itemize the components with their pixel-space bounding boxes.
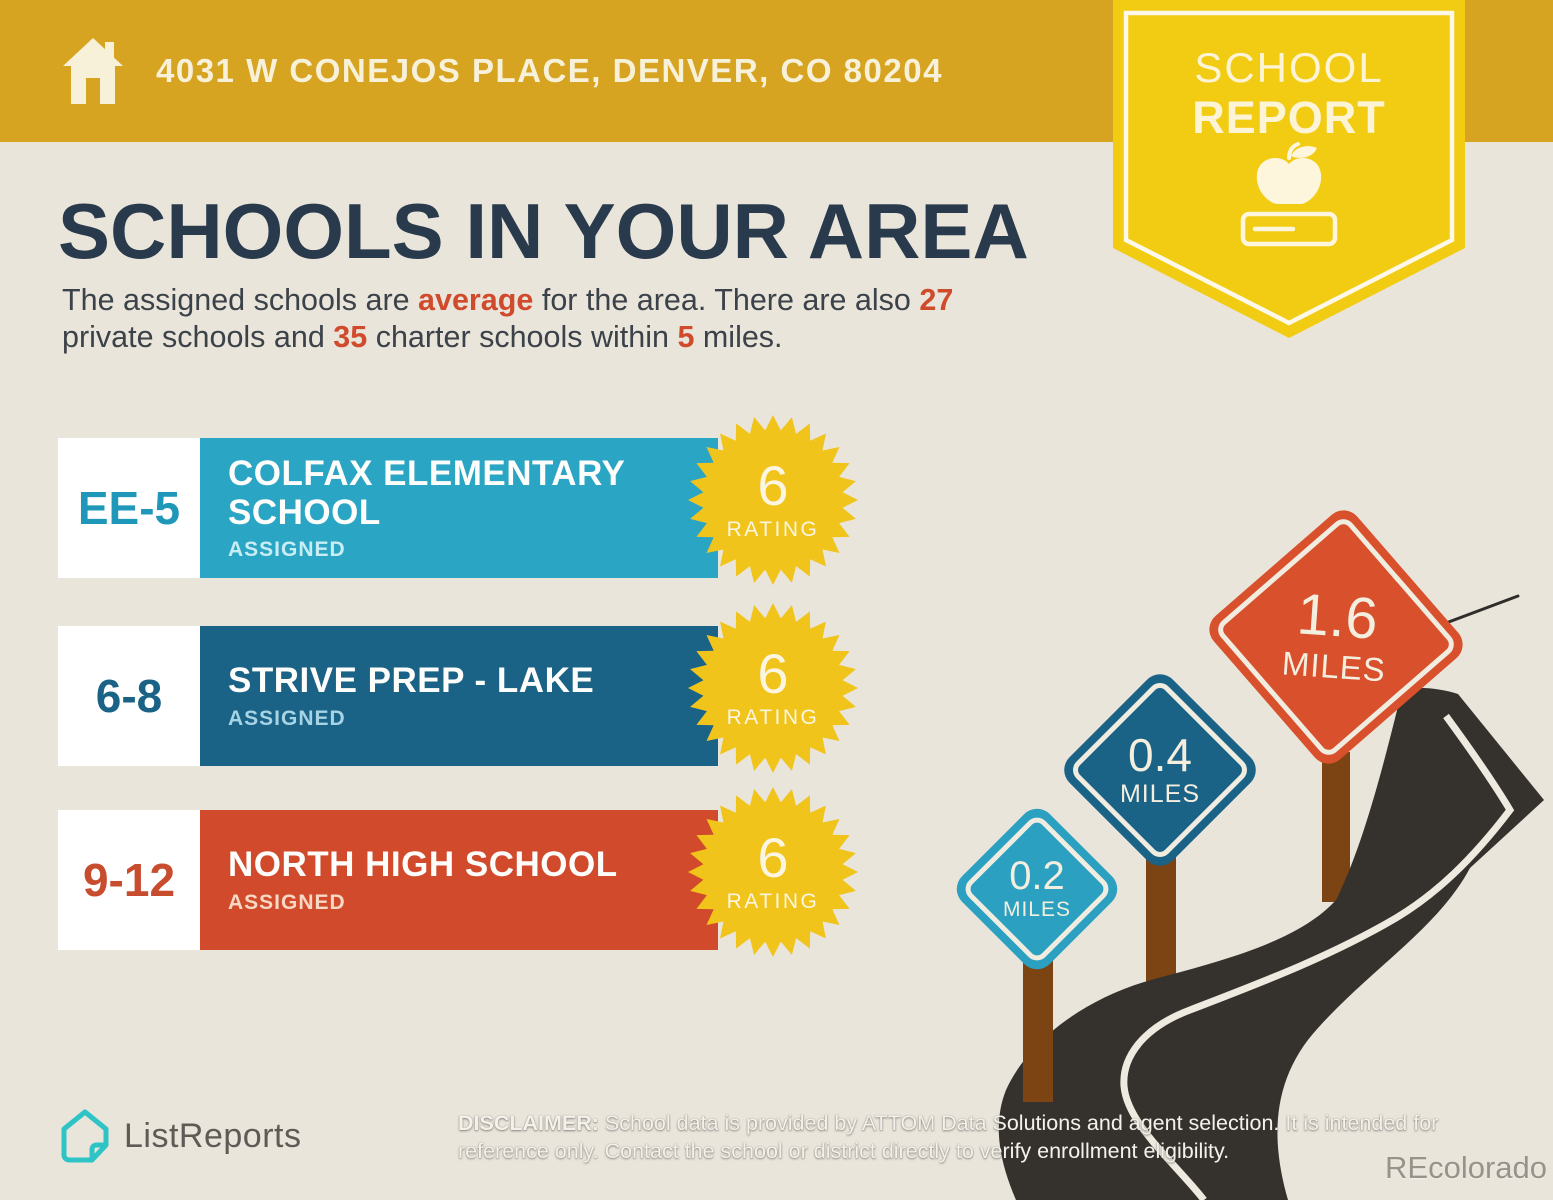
distance-unit: MILES bbox=[1002, 898, 1072, 921]
disclaimer-text: DISCLAIMER: School data is provided by A… bbox=[458, 1110, 1468, 1166]
rating-starburst-high: 6 RATING bbox=[688, 787, 858, 957]
road-edge-line bbox=[1120, 713, 1515, 1200]
summary-highlight-private-count: 27 bbox=[919, 283, 954, 317]
grade-range: 6-8 bbox=[58, 626, 200, 766]
rating-value-wrap: 6 RATING bbox=[688, 787, 858, 957]
school-status: ASSIGNED bbox=[228, 538, 346, 562]
distance-sign-far: 1.6 MILES bbox=[1201, 502, 1471, 772]
road-asphalt bbox=[998, 687, 1544, 1200]
summary-segment: private schools and bbox=[62, 320, 334, 355]
summary-segment: for the area. There are also bbox=[533, 283, 920, 317]
distance-sign-mid: 0.4 MILES bbox=[1056, 666, 1264, 874]
apple-book-icon bbox=[1240, 142, 1338, 247]
brand-name: ListReports bbox=[124, 1116, 302, 1155]
rating-label: RATING bbox=[726, 890, 820, 913]
rating-value-wrap: 6 RATING bbox=[688, 415, 858, 585]
school-name: STRIVE PREP - LAKE bbox=[228, 661, 595, 701]
summary-segment: charter schools within bbox=[367, 320, 678, 355]
rating-starburst-middle: 6 RATING bbox=[688, 603, 858, 773]
school-name: COLFAX ELEMENTARY SCHOOL bbox=[228, 453, 625, 532]
sign-post-far bbox=[1322, 752, 1350, 902]
disclaimer-body: School data is provided by ATTOM Data So… bbox=[458, 1111, 1439, 1163]
school-row-middle: 6-8 STRIVE PREP - LAKE ASSIGNED bbox=[58, 626, 718, 766]
school-bar: NORTH HIGH SCHOOL ASSIGNED bbox=[200, 810, 718, 950]
distance-text: 1.6 MILES bbox=[1235, 536, 1438, 739]
badge-title-line1: SCHOOL bbox=[1194, 44, 1384, 91]
grade-range: EE-5 bbox=[58, 438, 200, 578]
school-report-badge: SCHOOL REPORT bbox=[1113, 0, 1465, 342]
property-address: 4031 W CONEJOS PLACE, DENVER, CO 80204 bbox=[156, 52, 943, 89]
school-status: ASSIGNED bbox=[228, 706, 346, 730]
listreports-logo: ListReports bbox=[60, 1106, 301, 1166]
school-status: ASSIGNED bbox=[228, 890, 346, 914]
grade-range: 9-12 bbox=[58, 810, 200, 950]
school-bar: COLFAX ELEMENTARY SCHOOL ASSIGNED bbox=[200, 438, 718, 578]
distance-sign-near: 0.2 MILES bbox=[949, 801, 1125, 977]
distance-unit: MILES bbox=[1119, 779, 1201, 808]
home-icon bbox=[63, 38, 123, 104]
sign-post-mid bbox=[1146, 852, 1176, 982]
school-row-high: 9-12 NORTH HIGH SCHOOL ASSIGNED bbox=[58, 810, 718, 950]
page-title: SCHOOLS IN YOUR AREA bbox=[58, 187, 1029, 275]
distance-text: 0.2 MILES bbox=[975, 827, 1099, 951]
recolorado-watermark: REcolorado bbox=[1385, 1150, 1547, 1185]
school-name: NORTH HIGH SCHOOL bbox=[228, 845, 618, 885]
distance-unit: MILES bbox=[1280, 644, 1388, 689]
rating-value-wrap: 6 RATING bbox=[688, 603, 858, 773]
summary-highlight-radius: 5 bbox=[677, 320, 695, 355]
rating-label: RATING bbox=[726, 518, 820, 541]
distance-value: 1.6 bbox=[1294, 581, 1380, 652]
rating-label: RATING bbox=[726, 706, 820, 729]
listreports-house-icon bbox=[61, 1109, 109, 1163]
school-row-elementary: EE-5 COLFAX ELEMENTARY SCHOOL ASSIGNED bbox=[58, 438, 718, 578]
sign-post-near bbox=[1023, 952, 1053, 1102]
rating-number: 6 bbox=[757, 642, 789, 705]
distance-value: 0.4 bbox=[1128, 728, 1192, 781]
disclaimer-label: DISCLAIMER: bbox=[458, 1111, 599, 1135]
summary-text: The assigned schools are average for the… bbox=[62, 282, 1022, 356]
badge-title-line2: REPORT bbox=[1192, 92, 1386, 143]
rating-number: 6 bbox=[757, 454, 789, 517]
summary-highlight-charter-count: 35 bbox=[333, 320, 368, 355]
distance-text: 0.4 MILES bbox=[1087, 697, 1233, 843]
rating-number: 6 bbox=[757, 826, 789, 889]
summary-segment: The assigned schools are bbox=[62, 283, 419, 317]
summary-highlight-average: average bbox=[418, 283, 534, 317]
school-bar: STRIVE PREP - LAKE ASSIGNED bbox=[200, 626, 718, 766]
distance-value: 0.2 bbox=[1009, 854, 1065, 898]
rating-starburst-elementary: 6 RATING bbox=[688, 415, 858, 585]
summary-segment: miles. bbox=[694, 320, 783, 355]
